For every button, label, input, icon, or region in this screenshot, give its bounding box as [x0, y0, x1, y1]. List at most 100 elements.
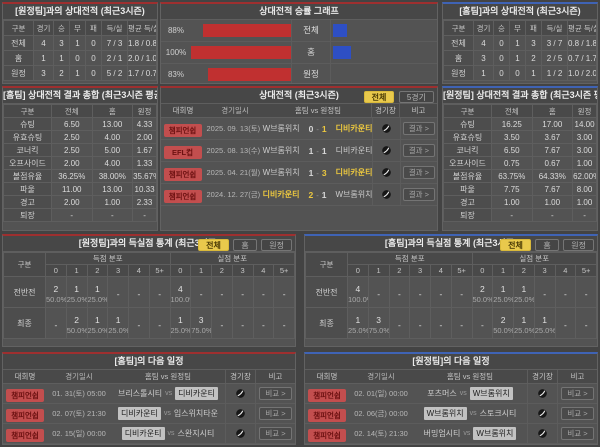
col-header-league: 대회명: [172, 106, 194, 115]
cell: 1 25.0%: [86, 276, 109, 308]
filter-home-button[interactable]: 홈: [233, 239, 257, 251]
filter-away-button[interactable]: 원정: [563, 239, 594, 251]
cell: 36.25%: [51, 169, 93, 183]
filter-all-button[interactable]: 전체: [500, 239, 531, 251]
bin-header: 1: [367, 264, 390, 277]
cell: 1: [509, 50, 526, 66]
category-label: 홈: [291, 42, 331, 63]
group-header-row: 구분 득점 분포 실점 분포: [3, 252, 295, 277]
col-header-date: 경기일시: [221, 106, 249, 115]
filter-5games-button[interactable]: 5경기: [398, 91, 434, 103]
cell: 2.00: [51, 156, 93, 170]
table-row: 최종 1 25.0% 3 75.0% - - - - -2 50.0% 1 25.0% 1 25.0% - -: [305, 307, 597, 339]
compare-button[interactable]: 비교 >: [259, 407, 292, 420]
away-team-name: 입스위치타운: [173, 409, 218, 418]
result-button[interactable]: 결과 >: [402, 166, 436, 179]
filter-away-button[interactable]: 원정: [261, 239, 292, 251]
cell: 3.50: [491, 130, 533, 144]
col-header: 평균 득/실: [567, 20, 597, 36]
cell: 2.0 / 1.0: [127, 50, 157, 66]
row-label: 유효슈팅: [3, 130, 52, 144]
compare-button[interactable]: 비교 >: [259, 387, 292, 400]
compare-button[interactable]: 비교 >: [259, 427, 292, 440]
stadium-ball-icon[interactable]: [537, 408, 548, 419]
league-cell: 챔피언쉽: [161, 120, 204, 138]
compare-button[interactable]: 비교 >: [561, 387, 594, 400]
blue-bar-zone: [331, 24, 437, 37]
away-score: 1: [321, 189, 327, 200]
cell: 3.00: [572, 130, 597, 144]
cell: 4.00: [91, 130, 134, 144]
league-cell: EFL컵: [161, 142, 204, 160]
filter-all-button[interactable]: 전체: [198, 239, 229, 251]
result-button[interactable]: 결과 >: [402, 188, 436, 201]
col-header: 무: [509, 20, 526, 36]
table-row: 오프사이드 0.75 0.67 1.00: [443, 156, 597, 170]
cell: 7 / 3: [101, 35, 128, 51]
panel-title-bar: 상대전적 (최근3시즌) 전체 5경기: [161, 88, 437, 104]
cell: 2.33: [132, 195, 157, 209]
cell: -: [211, 276, 233, 308]
cell: 0: [493, 35, 510, 51]
col-header: 원정: [132, 104, 157, 118]
row-label: 홈: [3, 50, 34, 66]
stadium-ball-icon[interactable]: [235, 388, 246, 399]
bins-header-row: 0 1 2 3 4 5+ 0 1 2 3 4 5+: [4, 264, 295, 277]
away-team-name: W브롬위치: [469, 387, 513, 400]
cell: 35.67%: [132, 169, 157, 183]
home-team-name: W브롬위치: [262, 124, 300, 133]
stadium-ball-icon[interactable]: [381, 189, 392, 200]
cell: 4: [33, 35, 54, 51]
table-row: 파울 11.00 13.00 10.33: [3, 182, 157, 196]
stadium-cell: [527, 424, 557, 443]
cell: 1: [69, 65, 86, 81]
cell: -: [388, 276, 411, 308]
stadium-ball-icon[interactable]: [381, 123, 392, 134]
home-team-name: 디비카운티: [262, 190, 300, 199]
score: 1-1: [300, 146, 336, 156]
cell: 7.75: [491, 182, 533, 196]
blue-bar-zone: [331, 68, 437, 81]
away-team-name: 디비카운티: [335, 124, 373, 133]
cell: -: [450, 276, 473, 308]
match-date: 02. 07(토) 21:30: [52, 409, 106, 418]
bin-header: 3: [107, 264, 129, 277]
bin-header: 4: [554, 264, 577, 277]
stadium-ball-icon[interactable]: [381, 145, 392, 156]
panel-title: [원정팀] 상대전적 결과 총합 (최근3시즌 평균): [443, 88, 597, 104]
cell: -: [273, 276, 295, 308]
cell: 7.67: [531, 143, 574, 157]
filter-home-button[interactable]: 홈: [535, 239, 559, 251]
table-row: 경고 2.00 1.00 2.33: [3, 195, 157, 209]
category-label: 전체: [291, 20, 331, 41]
cell: 7.67: [531, 182, 574, 196]
league-badge: 챔피언쉽: [163, 189, 202, 203]
compare-button[interactable]: 비교 >: [561, 427, 594, 440]
stadium-ball-icon[interactable]: [235, 408, 246, 419]
empty-area: [161, 206, 437, 229]
red-bar-zone: [191, 46, 291, 59]
stadium-ball-icon[interactable]: [381, 167, 392, 178]
compare-button[interactable]: 비교 >: [561, 407, 594, 420]
col-header: 승: [53, 20, 70, 36]
home-team-name: W브롬위치: [423, 407, 467, 420]
match-cell: 버밍엄시티 vs W브롬위치: [413, 427, 527, 440]
stats-table: 구분 전체 홈 원정 슈팅 6.50 13.00 4.33 유효슈팅 2.50 4.00 2.00…: [3, 104, 157, 222]
result-button[interactable]: 결과 >: [402, 144, 436, 157]
col-header: 전체: [51, 104, 93, 118]
stadium-ball-icon[interactable]: [537, 428, 548, 439]
result-button[interactable]: 결과 >: [402, 122, 436, 135]
cell: 1.00: [572, 195, 597, 209]
cell: 0: [493, 50, 510, 66]
bin-header: 4: [430, 264, 452, 277]
stadium-ball-icon[interactable]: [235, 428, 246, 439]
cell: 3: [473, 50, 494, 66]
col-header: 구분: [443, 104, 492, 118]
panel-goal-distribution-home: [홈팀]과의 득실점 통계 (최근3시즌) 전체 홈 원정 구분 득점 분포 실점 …: [304, 234, 598, 347]
cell: 2.00: [51, 195, 93, 209]
away-team-name: 스완지시티: [177, 429, 215, 438]
filter-all-button[interactable]: 전체: [363, 91, 395, 103]
stadium-ball-icon[interactable]: [537, 388, 548, 399]
